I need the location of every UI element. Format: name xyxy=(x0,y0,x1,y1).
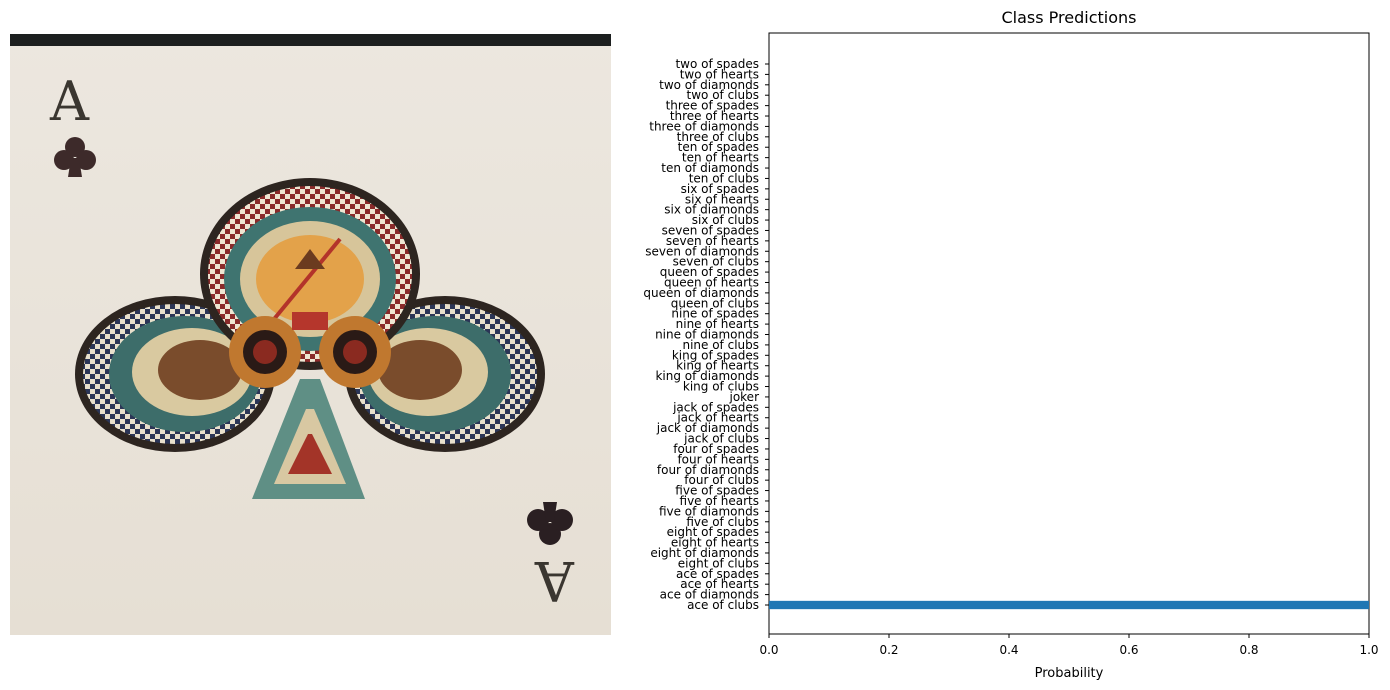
y-tick-label: jack of clubs xyxy=(683,432,759,446)
x-tick-label: 0.0 xyxy=(759,643,778,657)
y-tick-label: ten of clubs xyxy=(689,171,759,185)
y-tick-label: eight of spades xyxy=(667,525,759,539)
svg-text:A: A xyxy=(49,70,90,133)
y-tick-label: two of hearts xyxy=(680,67,759,81)
y-tick-label: queen of spades xyxy=(660,265,759,279)
y-tick-label: three of diamonds xyxy=(649,119,759,133)
y-tick-label: nine of diamonds xyxy=(655,328,759,342)
y-tick-label: seven of hearts xyxy=(666,234,759,248)
y-tick-label: jack of hearts xyxy=(676,411,759,425)
y-tick-label: king of diamonds xyxy=(655,369,759,383)
corner-suit-bottom-icon xyxy=(527,502,573,545)
card-top-border xyxy=(10,34,611,46)
y-tick-label: four of hearts xyxy=(677,452,759,466)
y-tick-label: five of hearts xyxy=(680,494,759,508)
y-tick-label: eight of diamonds xyxy=(650,546,759,560)
y-tick-label: seven of diamonds xyxy=(645,244,759,258)
y-tick-label: ace of hearts xyxy=(680,577,759,591)
y-tick-label: queen of diamonds xyxy=(643,286,759,300)
y-tick-label: ten of spades xyxy=(678,140,759,154)
y-tick-label: two of diamonds xyxy=(659,78,759,92)
y-tick-label: four of clubs xyxy=(684,473,759,487)
y-tick-label: five of clubs xyxy=(686,515,759,529)
ace-of-clubs-card-image: A A xyxy=(10,34,611,635)
y-tick-label: jack of diamonds xyxy=(656,421,759,435)
x-tick-label: 0.6 xyxy=(1119,643,1138,657)
x-tick-label: 0.4 xyxy=(999,643,1018,657)
y-tick-label: six of spades xyxy=(681,182,759,196)
y-tick-label: six of hearts xyxy=(685,192,759,206)
y-tick-label: six of diamonds xyxy=(664,203,759,217)
y-tick-label: five of spades xyxy=(675,484,759,498)
y-tick-label: nine of hearts xyxy=(676,317,759,331)
y-tick-label: seven of clubs xyxy=(673,255,759,269)
y-tick-label: three of spades xyxy=(666,99,759,113)
x-tick-label: 0.2 xyxy=(879,643,898,657)
y-tick-label: queen of hearts xyxy=(664,275,759,289)
y-tick-label: three of hearts xyxy=(670,109,759,123)
y-tick-label: four of spades xyxy=(673,442,759,456)
large-club-illustration xyxy=(75,178,545,499)
y-tick-label: king of hearts xyxy=(676,359,759,373)
y-tick-label: ace of diamonds xyxy=(660,588,759,602)
y-tick-label: nine of clubs xyxy=(682,338,759,352)
y-tick-label: ten of hearts xyxy=(682,151,759,165)
y-tick-label: king of spades xyxy=(672,348,759,362)
corner-rank-bottom: A xyxy=(534,549,575,612)
y-tick-label: king of clubs xyxy=(683,380,759,394)
corner-suit-top-icon xyxy=(54,137,96,177)
y-tick-label: joker xyxy=(728,390,759,404)
y-tick-label: ace of spades xyxy=(676,567,759,581)
y-tick-label: two of clubs xyxy=(687,88,759,102)
bars-group xyxy=(769,600,1369,610)
y-tick-label: seven of spades xyxy=(662,223,759,237)
x-tick-label: 0.8 xyxy=(1239,643,1258,657)
plot-area-frame xyxy=(768,32,1370,635)
y-tick-label: eight of hearts xyxy=(671,536,759,550)
y-tick-label: two of spades xyxy=(675,57,759,71)
svg-text:A: A xyxy=(534,549,575,612)
y-tick-label: five of diamonds xyxy=(659,504,759,518)
corner-rank-top: A xyxy=(49,70,90,133)
chart-title: Class Predictions xyxy=(1002,8,1137,27)
y-tick-label: three of clubs xyxy=(677,130,759,144)
y-tick-label: jack of spades xyxy=(672,400,759,414)
y-tick-label: nine of spades xyxy=(671,307,759,321)
x-axis-ticks: 0.0 0.2 0.4 0.6 0.8 1.0 xyxy=(759,634,1379,657)
y-tick-label: eight of clubs xyxy=(678,556,759,570)
x-tick-label: 1.0 xyxy=(1359,643,1378,657)
bar-ace-of-clubs xyxy=(769,600,1369,610)
y-tick-label: six of clubs xyxy=(692,213,759,227)
y-tick-label: ten of diamonds xyxy=(661,161,759,175)
card-image-panel: A A xyxy=(10,34,611,635)
y-tick-label: ace of clubs xyxy=(687,598,759,612)
x-axis-title: Probability xyxy=(1035,666,1104,681)
y-tick-label: queen of clubs xyxy=(671,296,759,310)
y-tick-label: four of diamonds xyxy=(657,463,759,477)
